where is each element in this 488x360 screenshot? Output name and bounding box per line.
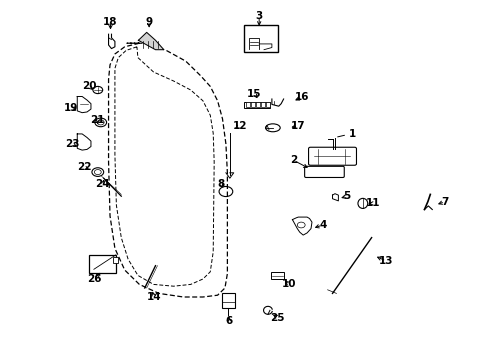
Bar [256,102,260,107]
Text: 20: 20 [81,81,96,91]
Text: 7: 7 [440,197,448,207]
Text: 15: 15 [246,89,261,99]
FancyBboxPatch shape [304,166,344,177]
Text: 6: 6 [225,316,232,326]
Bar [113,257,118,263]
Text: 22: 22 [77,162,91,172]
Text: 14: 14 [146,292,161,302]
Bar [251,102,255,107]
Polygon shape [138,32,163,50]
Text: 9: 9 [145,17,152,27]
Text: 21: 21 [90,114,105,125]
Text: 25: 25 [270,312,285,323]
Text: 8: 8 [217,179,224,189]
Bar [89,255,116,273]
Bar [244,102,269,108]
FancyBboxPatch shape [308,147,356,165]
Bar [246,102,250,107]
Text: 2: 2 [289,155,296,165]
Text: 13: 13 [378,256,393,266]
Text: 23: 23 [65,139,80,149]
Text: 17: 17 [290,121,305,131]
Bar [261,102,264,107]
Text: 16: 16 [294,92,309,102]
Bar [271,272,283,279]
Bar [265,102,269,107]
Bar [222,293,234,308]
Text: 11: 11 [365,198,379,208]
Text: 18: 18 [103,17,118,27]
Text: 4: 4 [318,220,326,230]
Text: 5: 5 [343,191,350,201]
Text: 19: 19 [63,103,78,113]
Text: 10: 10 [282,279,296,289]
Text: 26: 26 [86,274,101,284]
Bar [244,25,277,52]
Text: 24: 24 [95,179,110,189]
Text: 1: 1 [348,129,355,139]
Text: 12: 12 [232,121,246,131]
Text: 3: 3 [255,11,262,21]
